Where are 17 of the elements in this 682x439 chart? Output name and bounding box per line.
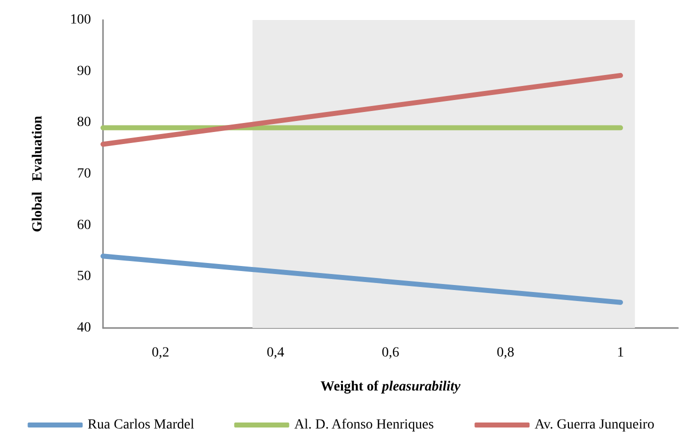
y-tick-label: 100 <box>70 12 91 28</box>
x-tick-label: 0,4 <box>266 346 284 360</box>
x-tick-label: 0,6 <box>382 346 400 360</box>
y-tick-label: 60 <box>77 218 91 233</box>
x-axis-title: Weight of pleasurability <box>320 380 462 394</box>
y-tick-label: 40 <box>77 320 91 336</box>
y-tick-label: 50 <box>77 269 91 284</box>
x-tick-label: 0,2 <box>152 346 170 360</box>
y-tick-label: 70 <box>77 166 91 182</box>
y-axis-title: Global Evaluation <box>30 116 46 232</box>
legend-label: Av. Guerra Junqueiro <box>534 418 654 432</box>
y-tick-label: 90 <box>77 64 91 79</box>
legend-label: Rua Carlos Mardel <box>88 418 194 432</box>
x-tick-label: 1 <box>617 346 624 360</box>
legend-label: Al. D. Afonso Henriques <box>294 418 434 432</box>
y-tick-label: 80 <box>77 115 91 130</box>
x-tick-label: 0,8 <box>496 346 514 360</box>
